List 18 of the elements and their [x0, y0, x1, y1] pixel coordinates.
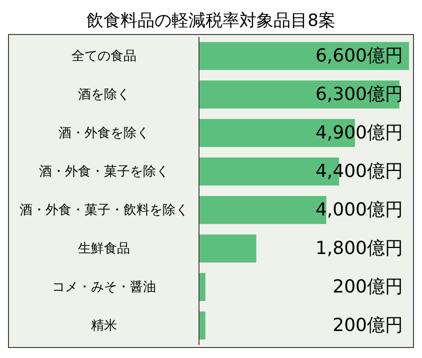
data-label: 200億円: [332, 315, 403, 336]
y-tick-label: 酒・外食を除く: [58, 126, 150, 141]
bar: [199, 234, 256, 262]
y-tick-label: 全ての食品: [72, 48, 136, 64]
y-tick-label: 生鮮食品: [78, 241, 130, 256]
data-label: 6,600億円: [315, 46, 403, 66]
bar: [199, 273, 206, 301]
y-tick-label: 酒・外食・菓子・飲料を除く: [20, 202, 188, 218]
y-tick-label: 酒を除く: [78, 87, 130, 102]
data-label: 200億円: [332, 276, 403, 298]
chart-title: 飲食料品の軽減税率対象品目8案: [86, 10, 336, 33]
bar: [199, 80, 400, 108]
y-tick-label: 酒・外食・菓子を除く: [39, 164, 169, 180]
bar: [199, 312, 206, 340]
y-tick-label: 精米: [91, 318, 117, 334]
data-label: 1,800億円: [315, 238, 403, 259]
bar: [199, 42, 409, 70]
y-tick-label: コメ・みそ・醤油: [52, 280, 156, 295]
